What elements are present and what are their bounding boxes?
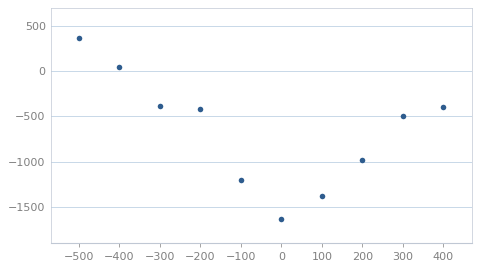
Point: [440, 105, 447, 110]
Point: [399, 113, 407, 118]
Point: [318, 194, 326, 198]
Point: [116, 65, 123, 69]
Point: [196, 107, 204, 112]
Point: [359, 158, 366, 162]
Point: [156, 103, 164, 108]
Point: [277, 217, 285, 221]
Point: [75, 36, 83, 40]
Point: [237, 177, 245, 182]
